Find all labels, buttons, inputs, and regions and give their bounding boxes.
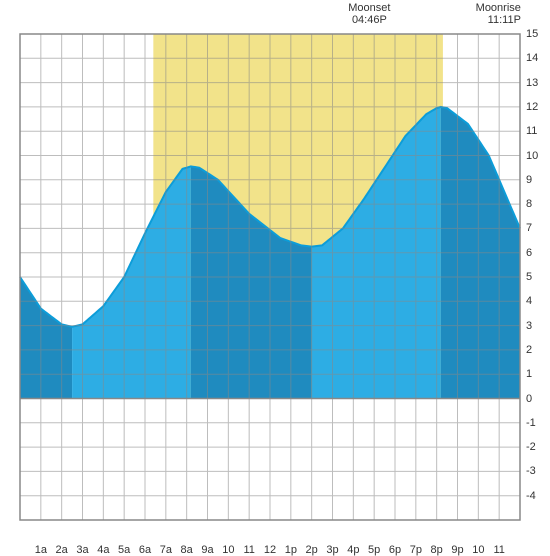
x-tick-label: 1a <box>35 544 47 556</box>
y-tick-label: 7 <box>526 222 532 234</box>
y-tick-label: 1 <box>526 368 532 380</box>
x-tick-label: 4a <box>97 544 109 556</box>
y-tick-label: 9 <box>526 174 532 186</box>
y-tick-label: 14 <box>526 52 538 64</box>
y-tick-label: 3 <box>526 320 532 332</box>
x-tick-label: 9a <box>201 544 213 556</box>
x-tick-label: 7a <box>160 544 172 556</box>
x-tick-label: 6p <box>389 544 401 556</box>
x-tick-label: 11 <box>243 544 254 556</box>
y-tick-label: 10 <box>526 150 538 162</box>
x-tick-label: 2a <box>56 544 68 556</box>
x-tick-label: 11 <box>493 544 504 556</box>
x-tick-label: 7p <box>410 544 422 556</box>
y-tick-label: 5 <box>526 271 532 283</box>
x-tick-label: 1p <box>285 544 297 556</box>
x-tick-label: 5a <box>118 544 130 556</box>
tide-chart: Moonset 04:46P Moonrise 11:11P 1a2a3a4a5… <box>0 0 550 550</box>
x-tick-label: 4p <box>347 544 359 556</box>
x-tick-label: 2p <box>306 544 318 556</box>
x-tick-label: 3p <box>326 544 338 556</box>
y-tick-label: 15 <box>526 28 538 40</box>
x-tick-label: 9p <box>451 544 463 556</box>
y-tick-label: 11 <box>526 125 537 137</box>
y-tick-label: -4 <box>526 490 536 502</box>
y-tick-label: 13 <box>526 77 538 89</box>
x-tick-label: 12 <box>264 544 276 556</box>
x-tick-label: 5p <box>368 544 380 556</box>
y-tick-label: 2 <box>526 344 532 356</box>
chart-svg <box>0 0 550 550</box>
x-tick-label: 10 <box>472 544 484 556</box>
y-tick-label: 8 <box>526 198 532 210</box>
x-tick-label: 8a <box>181 544 193 556</box>
y-tick-label: 4 <box>526 295 532 307</box>
y-tick-label: -1 <box>526 417 536 429</box>
y-tick-label: -3 <box>526 465 536 477</box>
y-tick-label: 12 <box>526 101 538 113</box>
x-tick-label: 8p <box>431 544 443 556</box>
y-tick-label: 6 <box>526 247 532 259</box>
x-tick-label: 10 <box>222 544 234 556</box>
y-tick-label: 0 <box>526 393 532 405</box>
x-tick-label: 3a <box>76 544 88 556</box>
x-tick-label: 6a <box>139 544 151 556</box>
y-tick-label: -2 <box>526 441 536 453</box>
